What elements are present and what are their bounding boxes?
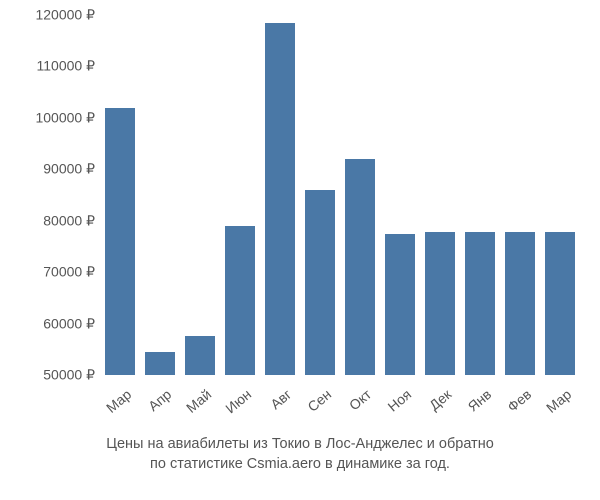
x-tick-label: Окт xyxy=(346,386,374,413)
bar-slot xyxy=(540,232,580,375)
y-tick-label: 80000 ₽ xyxy=(0,212,95,229)
y-tick-label: 100000 ₽ xyxy=(0,109,95,126)
x-tick-label: Мар xyxy=(543,386,574,416)
bar xyxy=(545,232,575,375)
chart-caption: Цены на авиабилеты из Токио в Лос-Анджел… xyxy=(40,435,560,474)
y-tick-label: 120000 ₽ xyxy=(0,7,95,24)
bar xyxy=(505,232,535,375)
bar-slot xyxy=(380,234,420,375)
x-tick-label: Сен xyxy=(304,386,334,415)
bars-container xyxy=(100,15,580,375)
bar-slot xyxy=(420,232,460,375)
x-tick-label: Мар xyxy=(103,386,134,416)
bar xyxy=(465,232,495,375)
bar xyxy=(305,190,335,375)
bar xyxy=(345,159,375,375)
bar-slot xyxy=(140,352,180,375)
bar-slot xyxy=(500,232,540,375)
bar xyxy=(225,226,255,375)
bar-slot xyxy=(180,336,220,375)
caption-line-2: по статистике Csmia.aero в динамике за г… xyxy=(40,455,560,475)
x-tick-label: Дек xyxy=(426,386,454,413)
x-tick-label: Июн xyxy=(222,386,254,416)
y-tick-label: 60000 ₽ xyxy=(0,315,95,332)
bar-slot xyxy=(300,190,340,375)
x-tick-label: Апр xyxy=(145,386,174,414)
bar-slot xyxy=(460,232,500,375)
bar-slot xyxy=(100,108,140,375)
y-tick-label: 70000 ₽ xyxy=(0,264,95,281)
x-axis: Мар Апр Май Июн Авг Сен Окт Ноя Дек Янв Фев Мар xyxy=(100,380,580,440)
y-tick-label: 50000 ₽ xyxy=(0,367,95,384)
x-tick-label: Фев xyxy=(504,386,534,415)
bar xyxy=(105,108,135,375)
plot-area xyxy=(100,15,580,375)
price-chart: 50000 ₽ 60000 ₽ 70000 ₽ 80000 ₽ 90000 ₽ 10000… xyxy=(0,0,600,500)
x-tick-label: Ноя xyxy=(384,386,414,415)
y-tick-label: 90000 ₽ xyxy=(0,161,95,178)
bar xyxy=(425,232,455,375)
bar xyxy=(185,336,215,375)
y-tick-label: 110000 ₽ xyxy=(0,58,95,75)
x-tick-label: Май xyxy=(183,386,214,416)
bar xyxy=(145,352,175,375)
x-tick-label: Янв xyxy=(465,386,495,415)
bar xyxy=(385,234,415,375)
caption-line-1: Цены на авиабилеты из Токио в Лос-Анджел… xyxy=(40,435,560,455)
bar-slot xyxy=(260,23,300,375)
y-axis: 50000 ₽60000 ₽70000 ₽80000 ₽90000 ₽10000… xyxy=(0,15,95,375)
bar xyxy=(265,23,295,375)
bar-slot xyxy=(340,159,380,375)
bar-slot xyxy=(220,226,260,375)
x-tick-label: Авг xyxy=(267,386,294,412)
